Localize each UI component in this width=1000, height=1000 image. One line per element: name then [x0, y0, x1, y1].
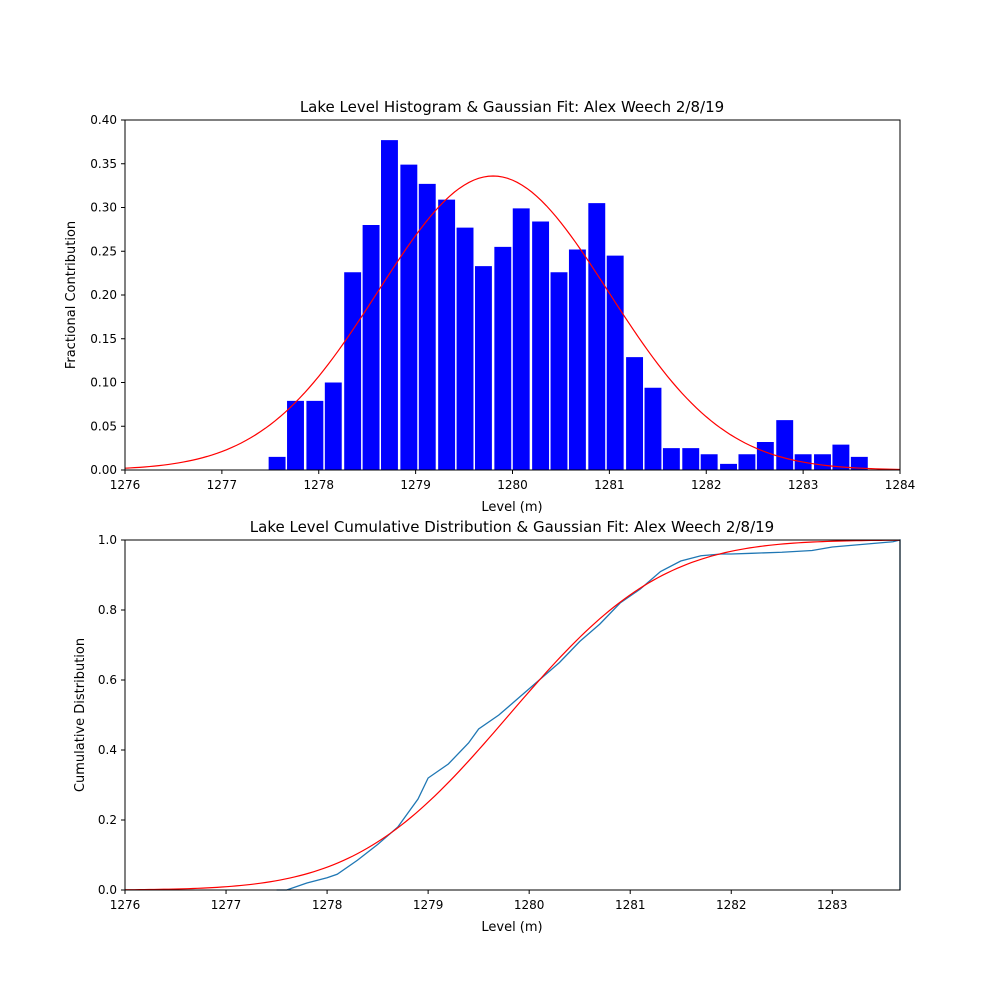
- histogram-bar: [344, 272, 362, 470]
- y-tick-label: 0.20: [90, 288, 117, 302]
- histogram-bar: [268, 456, 286, 470]
- x-tick-label: 1281: [615, 898, 646, 912]
- histogram-bar: [324, 382, 342, 470]
- y-tick-label: 0.15: [90, 332, 117, 346]
- histogram-bar: [532, 221, 550, 470]
- histogram-title: Lake Level Histogram & Gaussian Fit: Ale…: [300, 98, 724, 116]
- histogram-bar: [606, 255, 624, 470]
- x-tick-label: 1279: [413, 898, 444, 912]
- histogram-bar: [418, 183, 436, 470]
- cdf-x-ticks: 1276 1277 1278 1279 1280 1281 1282 1283: [110, 890, 848, 912]
- x-tick-label: 1276: [110, 898, 141, 912]
- cdf-y-label: Cumulative Distribution: [73, 638, 88, 792]
- histogram-bar: [814, 454, 831, 470]
- x-tick-label: 1281: [594, 478, 625, 492]
- x-tick-label: 1277: [207, 478, 238, 492]
- cdf-y-ticks: 0.0 0.2 0.4 0.6 0.8 1.0: [98, 533, 125, 897]
- histogram-bar: [381, 140, 398, 470]
- histogram-bar: [850, 456, 868, 470]
- histogram-bar: [832, 444, 850, 470]
- y-tick-label: 0.40: [90, 113, 117, 127]
- x-tick-label: 1279: [400, 478, 431, 492]
- histogram-y-ticks: 0.00 0.05 0.10 0.15 0.20 0.25 0.30 0.35 0.40: [90, 113, 125, 477]
- y-tick-label: 0.35: [90, 157, 117, 171]
- x-tick-label: 1283: [788, 478, 819, 492]
- histogram-bar: [512, 208, 530, 470]
- y-tick-label: 1.0: [98, 533, 117, 547]
- empirical-cdf-line: [276, 539, 901, 891]
- cdf-chart: Lake Level Cumulative Distribution & Gau…: [73, 518, 901, 935]
- histogram-axes-frame: [124, 119, 901, 471]
- y-tick-label: 0.2: [98, 813, 117, 827]
- x-tick-label: 1276: [110, 478, 141, 492]
- histogram-bar: [400, 164, 418, 470]
- x-tick-label: 1278: [312, 898, 343, 912]
- histogram-x-label: Level (m): [481, 500, 542, 515]
- histogram-bar: [456, 227, 474, 470]
- y-tick-label: 0.4: [98, 743, 117, 757]
- y-tick-label: 0.6: [98, 673, 117, 687]
- x-tick-label: 1278: [303, 478, 334, 492]
- y-tick-label: 0.25: [90, 244, 117, 258]
- histogram-bar: [720, 463, 737, 470]
- x-tick-label: 1280: [497, 478, 528, 492]
- x-tick-label: 1282: [716, 898, 747, 912]
- histogram-bar: [738, 454, 756, 470]
- histogram-bar: [568, 249, 586, 470]
- x-tick-label: 1282: [691, 478, 722, 492]
- histogram-bar: [306, 400, 324, 470]
- y-tick-label: 0.10: [90, 376, 117, 390]
- gaussian-fit-line: [124, 175, 901, 471]
- histogram-bar: [474, 266, 492, 470]
- histogram-bars: [268, 140, 868, 470]
- x-tick-label: 1284: [885, 478, 916, 492]
- y-tick-label: 0.05: [90, 419, 117, 433]
- histogram-bar: [644, 387, 662, 470]
- histogram-y-label: Fractional Contribution: [64, 221, 79, 369]
- cdf-axes-frame: [124, 539, 901, 891]
- y-tick-label: 0.30: [90, 201, 117, 215]
- cdf-title: Lake Level Cumulative Distribution & Gau…: [250, 518, 774, 536]
- histogram-bar: [700, 454, 718, 470]
- histogram-bar: [494, 246, 512, 470]
- histogram-bar: [682, 448, 700, 470]
- x-tick-label: 1280: [514, 898, 545, 912]
- histogram-bar: [550, 272, 568, 470]
- x-tick-label: 1283: [817, 898, 848, 912]
- histogram-bar: [287, 400, 304, 470]
- histogram-bar: [756, 442, 774, 470]
- histogram-bar: [588, 203, 606, 470]
- histogram-chart: Lake Level Histogram & Gaussian Fit: Ale…: [64, 98, 915, 515]
- y-tick-label: 0.00: [90, 463, 117, 477]
- y-tick-label: 0.8: [98, 603, 117, 617]
- histogram-x-ticks: 1276 1277 1278 1279 1280 1281 1282 1283 1284: [110, 470, 916, 492]
- histogram-bar: [662, 448, 680, 470]
- y-tick-label: 0.0: [98, 883, 117, 897]
- histogram-bar: [362, 225, 380, 470]
- histogram-bar: [626, 357, 644, 470]
- gaussian-cdf-fit-line: [124, 539, 901, 891]
- x-tick-label: 1277: [211, 898, 242, 912]
- histogram-bar: [776, 420, 794, 470]
- cdf-x-label: Level (m): [481, 920, 542, 935]
- histogram-bar: [438, 199, 456, 470]
